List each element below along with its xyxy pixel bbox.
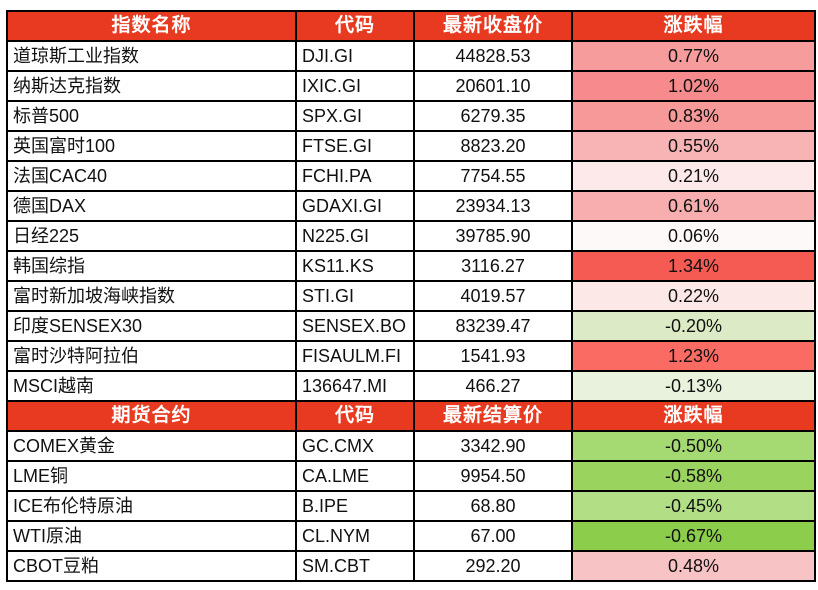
change-cell: -0.50% [571,430,816,462]
column-header: 期货合约 [6,400,297,432]
table-row: 富时沙特阿拉伯 FISAULM.FI 1541.93 1.23% [6,340,816,372]
index-name-cell: 德国DAX [6,190,297,222]
code-cell: N225.GI [295,220,415,252]
change-cell: -0.20% [571,310,816,342]
code-cell: FTSE.GI [295,130,415,162]
code-cell: DJI.GI [295,40,415,72]
code-cell: SM.CBT [295,550,415,582]
price-cell: 6279.35 [413,100,573,132]
price-cell: 292.20 [413,550,573,582]
change-cell: 0.21% [571,160,816,192]
price-cell: 1541.93 [413,340,573,372]
table-row: COMEX黄金 GC.CMX 3342.90 -0.50% [6,430,816,462]
change-cell: 1.23% [571,340,816,372]
table-row: 英国富时100 FTSE.GI 8823.20 0.55% [6,130,816,162]
table-row: MSCI越南 136647.MI 466.27 -0.13% [6,370,816,402]
index-name-cell: 日经225 [6,220,297,252]
table-row: 标普500 SPX.GI 6279.35 0.83% [6,100,816,132]
code-cell: IXIC.GI [295,70,415,102]
change-cell: 0.55% [571,130,816,162]
change-cell: 0.06% [571,220,816,252]
index-name-cell: MSCI越南 [6,370,297,402]
change-cell: -0.45% [571,490,816,522]
code-cell: STI.GI [295,280,415,312]
price-cell: 466.27 [413,370,573,402]
code-cell: FCHI.PA [295,160,415,192]
index-name-cell: 道琼斯工业指数 [6,40,297,72]
change-cell: 1.02% [571,70,816,102]
code-cell: FISAULM.FI [295,340,415,372]
change-cell: -0.67% [571,520,816,552]
table-row: ICE布伦特原油 B.IPE 68.80 -0.45% [6,490,816,522]
table-row: 法国CAC40 FCHI.PA 7754.55 0.21% [6,160,816,192]
price-cell: 7754.55 [413,160,573,192]
index-name-cell: LME铜 [6,460,297,492]
index-name-cell: 英国富时100 [6,130,297,162]
index-name-cell: 印度SENSEX30 [6,310,297,342]
price-cell: 83239.47 [413,310,573,342]
market-table-body: 指数名称 代码 最新收盘价 涨跌幅 道琼斯工业指数 DJI.GI 44828.53 0.77%… [6,10,816,582]
price-cell: 9954.50 [413,460,573,492]
code-cell: KS11.KS [295,250,415,282]
table-row: LME铜 CA.LME 9954.50 -0.58% [6,460,816,492]
change-cell: 0.61% [571,190,816,222]
code-cell: GDAXI.GI [295,190,415,222]
price-cell: 44828.53 [413,40,573,72]
price-cell: 4019.57 [413,280,573,312]
code-cell: SENSEX.BO [295,310,415,342]
code-cell: CA.LME [295,460,415,492]
table-row: 德国DAX GDAXI.GI 23934.13 0.61% [6,190,816,222]
price-cell: 3342.90 [413,430,573,462]
index-name-cell: 法国CAC40 [6,160,297,192]
index-name-cell: 韩国综指 [6,250,297,282]
change-cell: 0.22% [571,280,816,312]
code-cell: SPX.GI [295,100,415,132]
price-cell: 67.00 [413,520,573,552]
index-name-cell: COMEX黄金 [6,430,297,462]
section-header-row: 期货合约 代码 最新结算价 涨跌幅 [6,400,816,432]
price-cell: 3116.27 [413,250,573,282]
price-cell: 39785.90 [413,220,573,252]
table-row: 日经225 N225.GI 39785.90 0.06% [6,220,816,252]
price-cell: 8823.20 [413,130,573,162]
index-name-cell: WTI原油 [6,520,297,552]
column-header: 最新结算价 [413,400,573,432]
index-name-cell: 纳斯达克指数 [6,70,297,102]
change-cell: 0.83% [571,100,816,132]
market-table: 指数名称 代码 最新收盘价 涨跌幅 道琼斯工业指数 DJI.GI 44828.53 0.77%… [6,10,816,582]
code-cell: CL.NYM [295,520,415,552]
column-header: 涨跌幅 [571,10,816,42]
column-header: 涨跌幅 [571,400,816,432]
change-cell: -0.13% [571,370,816,402]
table-row: CBOT豆粕 SM.CBT 292.20 0.48% [6,550,816,582]
code-cell: 136647.MI [295,370,415,402]
section-header-row: 指数名称 代码 最新收盘价 涨跌幅 [6,10,816,42]
index-name-cell: 富时新加坡海峡指数 [6,280,297,312]
code-cell: GC.CMX [295,430,415,462]
column-header: 指数名称 [6,10,297,42]
price-cell: 68.80 [413,490,573,522]
column-header: 代码 [295,400,415,432]
change-cell: -0.58% [571,460,816,492]
column-header: 代码 [295,10,415,42]
change-cell: 0.77% [571,40,816,72]
column-header: 最新收盘价 [413,10,573,42]
change-cell: 0.48% [571,550,816,582]
index-name-cell: 富时沙特阿拉伯 [6,340,297,372]
table-row: 印度SENSEX30 SENSEX.BO 83239.47 -0.20% [6,310,816,342]
index-name-cell: ICE布伦特原油 [6,490,297,522]
price-cell: 20601.10 [413,70,573,102]
table-row: 韩国综指 KS11.KS 3116.27 1.34% [6,250,816,282]
index-name-cell: CBOT豆粕 [6,550,297,582]
table-row: 纳斯达克指数 IXIC.GI 20601.10 1.02% [6,70,816,102]
change-cell: 1.34% [571,250,816,282]
code-cell: B.IPE [295,490,415,522]
index-name-cell: 标普500 [6,100,297,132]
table-row: 富时新加坡海峡指数 STI.GI 4019.57 0.22% [6,280,816,312]
table-row: 道琼斯工业指数 DJI.GI 44828.53 0.77% [6,40,816,72]
table-row: WTI原油 CL.NYM 67.00 -0.67% [6,520,816,552]
price-cell: 23934.13 [413,190,573,222]
